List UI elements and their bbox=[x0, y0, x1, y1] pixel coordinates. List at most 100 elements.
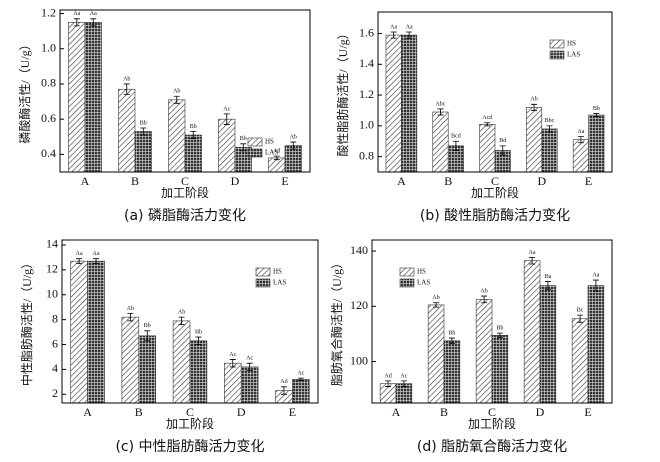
bar bbox=[224, 362, 242, 404]
x-axis-title: 加工阶段 bbox=[471, 185, 519, 200]
legend-swatch bbox=[247, 137, 263, 147]
significance-label: Ab bbox=[290, 134, 297, 140]
significance-label: Ab bbox=[123, 76, 130, 82]
panel: 100 120 140 A Ad Ac B Ab Bb C Ab Bb D Aa Ba E Bc Aa 加工阶段 脂肪… bbox=[329, 239, 613, 455]
y-axis-title: 酸性脂肪酶活性/（U/g） bbox=[335, 27, 350, 156]
bar bbox=[427, 304, 445, 404]
error-bar bbox=[240, 143, 247, 152]
significance-label: Ad bbox=[280, 379, 287, 385]
significance-label: Aa bbox=[592, 272, 599, 278]
x-tick-label: B bbox=[131, 174, 139, 188]
x-axis-title: 加工阶段 bbox=[166, 416, 214, 431]
x-tick-label: E bbox=[584, 405, 591, 419]
legend-swatch bbox=[549, 39, 565, 49]
significance-label: Ab bbox=[127, 306, 134, 312]
error-bar bbox=[290, 141, 297, 150]
error-bar bbox=[433, 302, 440, 308]
bar bbox=[87, 260, 105, 404]
significance-label: Ab bbox=[530, 97, 537, 103]
x-tick-label: B bbox=[440, 405, 448, 419]
significance-label: Bb bbox=[140, 120, 147, 126]
y-tick-label: 0.8 bbox=[41, 76, 56, 90]
plot-frame bbox=[377, 11, 613, 173]
significance-label: Aa bbox=[577, 129, 584, 135]
significance-label: Aa bbox=[529, 250, 536, 256]
y-tick-label: 12 bbox=[46, 262, 58, 276]
legend-label: HS bbox=[273, 268, 282, 276]
bar bbox=[475, 299, 493, 404]
significance-label: Ad bbox=[384, 373, 391, 379]
x-tick-label: D bbox=[536, 405, 545, 419]
bar bbox=[401, 34, 418, 173]
error-bar bbox=[400, 380, 407, 387]
error-bar bbox=[123, 83, 130, 95]
bar bbox=[240, 366, 259, 404]
bar bbox=[443, 340, 461, 404]
significance-label: Ac bbox=[246, 356, 253, 362]
y-tick-label: 140 bbox=[350, 243, 368, 257]
legend-label: LAS bbox=[567, 51, 580, 59]
significance-label: Aa bbox=[93, 251, 100, 257]
significance-label: Bb bbox=[240, 136, 247, 142]
bar bbox=[121, 316, 140, 404]
chart-title: (a) 磷脂酶活力变化 bbox=[124, 208, 246, 224]
error-bar bbox=[173, 95, 180, 104]
error-bar bbox=[385, 380, 392, 387]
bar bbox=[184, 134, 202, 173]
bar bbox=[189, 340, 208, 404]
bar bbox=[523, 260, 541, 404]
x-tick-label: A bbox=[81, 174, 90, 188]
error-bar bbox=[140, 127, 147, 136]
bar bbox=[168, 99, 186, 173]
bar bbox=[84, 22, 102, 173]
y-tick-label: 1.2 bbox=[359, 87, 374, 101]
significance-label: Ac bbox=[297, 370, 304, 376]
y-tick-label: 14 bbox=[46, 237, 58, 251]
significance-label: Abc bbox=[435, 101, 445, 107]
error-bar bbox=[481, 295, 488, 304]
significance-label: Bb bbox=[190, 124, 197, 130]
significance-label: Aa bbox=[390, 24, 397, 30]
legend-swatch bbox=[399, 278, 415, 288]
error-bar bbox=[178, 316, 185, 326]
significance-label: Ab bbox=[432, 295, 439, 301]
legend-label: HS bbox=[417, 268, 426, 276]
significance-label: Aa bbox=[73, 11, 80, 17]
y-tick-label: 6 bbox=[52, 336, 58, 350]
significance-label: Bbc bbox=[545, 118, 555, 124]
error-bar bbox=[127, 313, 134, 322]
bar bbox=[70, 260, 88, 404]
plot-frame bbox=[371, 239, 613, 404]
bar bbox=[385, 34, 402, 173]
error-bar bbox=[273, 155, 280, 161]
x-tick-label: E bbox=[289, 405, 296, 419]
x-tick-label: B bbox=[135, 405, 143, 419]
legend-swatch bbox=[549, 50, 565, 60]
x-tick-label: E bbox=[585, 174, 592, 188]
significance-label: Aa bbox=[76, 251, 83, 257]
y-tick-label: 8 bbox=[52, 311, 58, 325]
bar bbox=[587, 285, 605, 404]
x-tick-label: A bbox=[392, 405, 401, 419]
y-tick-label: 120 bbox=[350, 298, 368, 312]
error-bar bbox=[406, 31, 413, 39]
error-bar bbox=[73, 18, 80, 27]
x-tick-label: D bbox=[231, 174, 240, 188]
panel: 0.8 1.0 1.2 1.4 1.6 A Aa Aa B Abc Bcd C Acd Bd D Ab Bbc E… bbox=[335, 11, 613, 224]
chart-title: (c) 中性脂肪酶活力变化 bbox=[115, 439, 264, 455]
error-bar bbox=[90, 18, 97, 27]
bar bbox=[172, 320, 191, 404]
bar bbox=[138, 335, 156, 404]
y-tick-label: 1.0 bbox=[359, 118, 374, 132]
error-bar bbox=[544, 281, 551, 291]
significance-label: Ab bbox=[173, 89, 180, 95]
error-bar bbox=[76, 258, 83, 265]
significance-label: Ba bbox=[545, 274, 552, 280]
x-tick-label: B bbox=[444, 174, 452, 188]
y-tick-label: 1.0 bbox=[41, 40, 56, 54]
error-bar bbox=[280, 386, 287, 395]
y-tick-label: 10 bbox=[46, 286, 58, 300]
significance-label: Bb bbox=[496, 325, 503, 331]
significance-label: Bc bbox=[577, 308, 584, 314]
